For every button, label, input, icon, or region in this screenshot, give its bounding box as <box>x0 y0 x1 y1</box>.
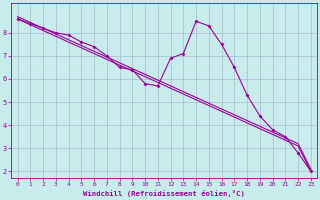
X-axis label: Windchill (Refroidissement éolien,°C): Windchill (Refroidissement éolien,°C) <box>83 190 245 197</box>
